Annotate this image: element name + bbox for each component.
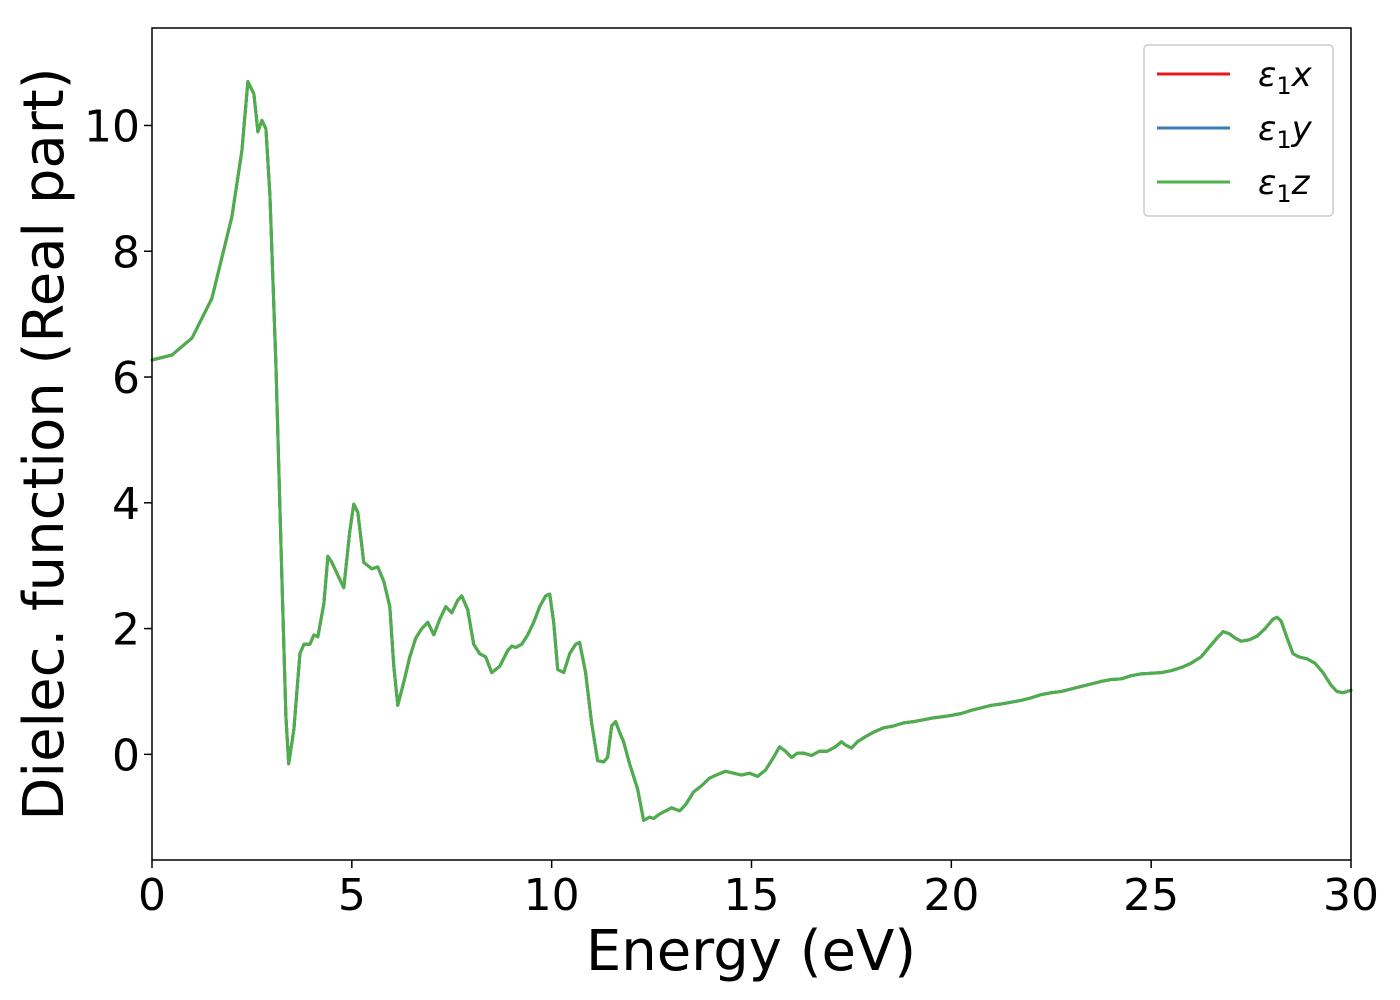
- x-axis-label: Energy (eV): [586, 919, 916, 984]
- y-tick-label: 10: [84, 101, 140, 152]
- y-tick-label: 2: [112, 605, 140, 656]
- x-tick-label: 0: [138, 870, 166, 921]
- x-tick-label: 10: [524, 870, 580, 921]
- x-tick-label: 20: [923, 870, 979, 921]
- x-tick-label: 30: [1323, 870, 1379, 921]
- legend: ε1x ε1y ε1z: [1143, 44, 1334, 217]
- series-layer: [150, 80, 1353, 822]
- x-tick-label: 15: [724, 870, 780, 921]
- legend-label-x: ε1x: [1258, 55, 1313, 100]
- legend-box: [1143, 44, 1334, 217]
- y-axis-label: Dielec. function (Real part): [12, 67, 77, 820]
- y-axis-ticks: 0 2 4 6 8 10: [84, 101, 152, 781]
- y-tick-label: 0: [112, 730, 140, 781]
- y-tick-label: 4: [112, 479, 140, 530]
- y-tick-label: 6: [112, 353, 140, 404]
- x-tick-label: 25: [1123, 870, 1179, 921]
- y-tick-label: 8: [112, 227, 140, 278]
- series-line-z: [150, 80, 1353, 822]
- legend-label-z: ε1z: [1258, 163, 1311, 208]
- x-tick-label: 5: [338, 870, 366, 921]
- x-axis-ticks: 0 5 10 15 20 25 30: [138, 860, 1379, 921]
- legend-label-y: ε1y: [1258, 109, 1313, 154]
